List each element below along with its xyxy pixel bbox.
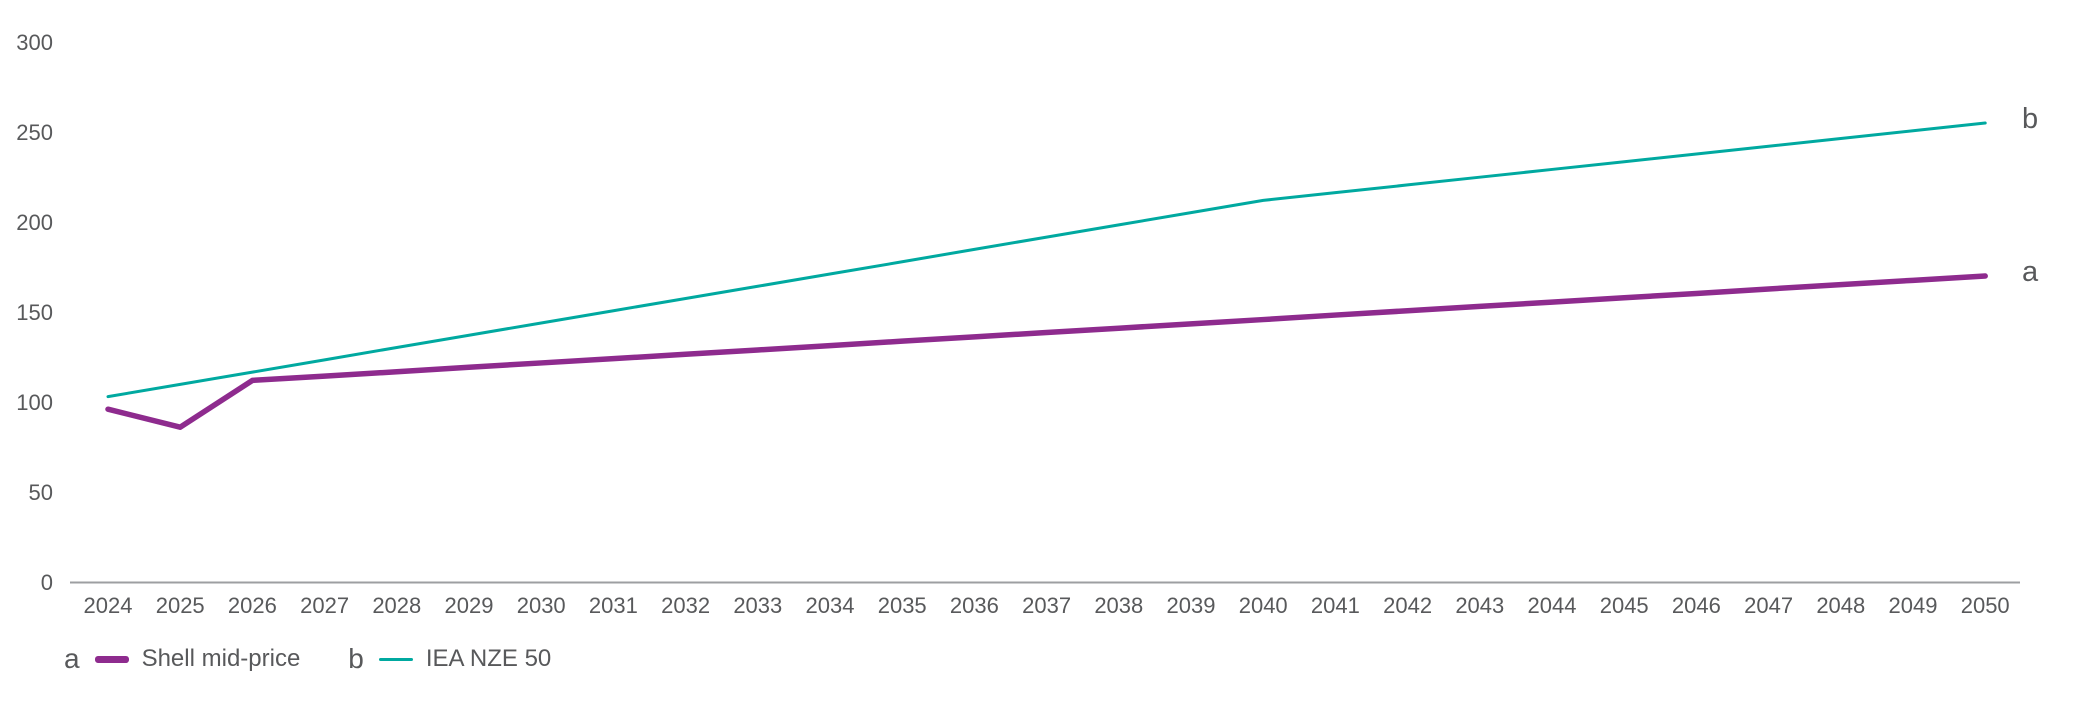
x-tick-label: 2034: [806, 593, 855, 618]
x-tick-label: 2025: [156, 593, 205, 618]
legend-label-a: Shell mid-price: [141, 645, 301, 672]
x-tick-label: 2043: [1455, 593, 1504, 618]
x-tick-label: 2045: [1600, 593, 1649, 618]
legend-letter-b: b: [348, 643, 364, 674]
chart-legend: a Shell mid-price b IEA NZE 50: [64, 638, 551, 680]
x-tick-label: 2040: [1239, 593, 1288, 618]
x-tick-label: 2029: [445, 593, 494, 618]
x-tick-label: 2035: [878, 593, 927, 618]
x-tick-label: 2036: [950, 593, 999, 618]
y-tick-label: 300: [16, 30, 53, 55]
x-tick-label: 2042: [1383, 593, 1432, 618]
y-tick-label: 100: [16, 390, 53, 415]
x-tick-label: 2037: [1022, 593, 1071, 618]
series-line-a: [105, 273, 1988, 430]
series-end-label-a: a: [2022, 256, 2039, 288]
y-tick-label: 50: [29, 480, 53, 505]
x-tick-label: 2033: [733, 593, 782, 618]
x-tick-label: 2028: [372, 593, 421, 618]
x-tick-label: 2047: [1744, 593, 1793, 618]
x-tick-label: 2032: [661, 593, 710, 618]
y-tick-label: 150: [16, 300, 53, 325]
legend-item-a: a Shell mid-price: [64, 643, 300, 675]
x-tick-label: 2031: [589, 593, 638, 618]
x-tick-label: 2024: [84, 593, 133, 618]
x-tick-label: 2048: [1816, 593, 1865, 618]
x-tick-label: 2027: [300, 593, 349, 618]
y-tick-label: 200: [16, 210, 53, 235]
x-tick-label: 2050: [1961, 593, 2010, 618]
legend-letter-a: a: [64, 643, 80, 674]
x-tick-label: 2049: [1889, 593, 1938, 618]
x-tick-label: 2030: [517, 593, 566, 618]
x-tick-label: 2026: [228, 593, 277, 618]
legend-swatch-a: [94, 655, 129, 663]
legend-swatch-b: [378, 657, 413, 661]
x-tick-label: 2041: [1311, 593, 1360, 618]
y-tick-label: 0: [41, 570, 53, 595]
y-tick-label: 250: [16, 120, 53, 145]
legend-item-b: b IEA NZE 50: [348, 643, 551, 675]
legend-label-b: IEA NZE 50: [425, 645, 552, 672]
series-end-label-b: b: [2022, 103, 2038, 135]
x-tick-label: 2044: [1528, 593, 1577, 618]
x-tick-label: 2039: [1167, 593, 1216, 618]
x-tick-label: 2038: [1094, 593, 1143, 618]
series-line-b: [106, 121, 1987, 399]
x-tick-label: 2046: [1672, 593, 1721, 618]
